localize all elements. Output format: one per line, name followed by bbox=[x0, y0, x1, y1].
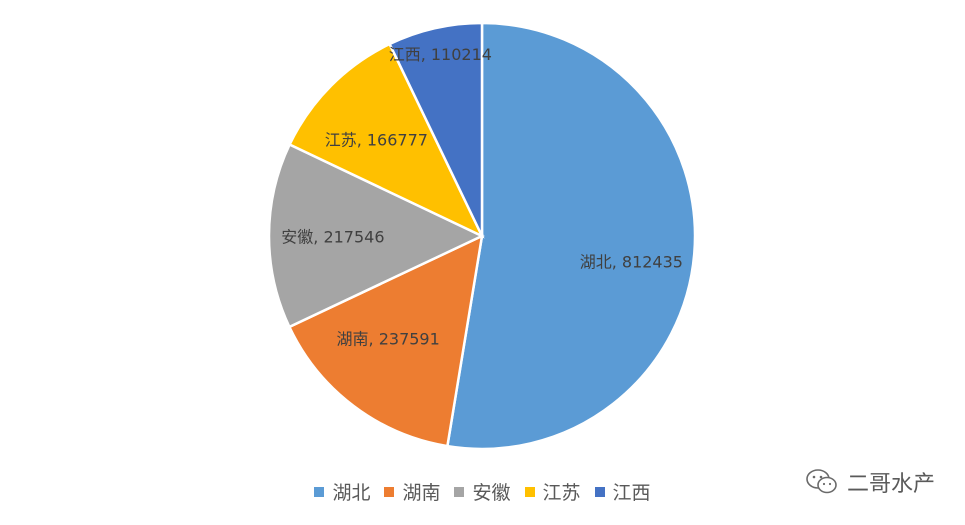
legend-item-hunan: 湖南 bbox=[384, 478, 440, 505]
legend-item-jiangxi: 江西 bbox=[594, 478, 651, 505]
legend-item-jiangsu: 江苏 bbox=[524, 478, 581, 505]
legend-swatch bbox=[524, 486, 535, 497]
legend-label: 湖北 bbox=[332, 482, 371, 504]
pie-slice-2 bbox=[267, 142, 485, 329]
wechat-bubble-icon bbox=[806, 469, 837, 494]
watermark: 二哥水产 bbox=[805, 466, 935, 498]
data-label-2: 安徽, 217546 bbox=[281, 227, 384, 246]
legend-swatch bbox=[314, 486, 325, 497]
pie-slice-3 bbox=[287, 42, 485, 239]
pie-slice-4 bbox=[388, 21, 484, 237]
data-label-0: 湖北, 812435 bbox=[580, 252, 683, 271]
legend-item-hubei: 湖北 bbox=[314, 478, 370, 505]
legend-swatch bbox=[594, 486, 605, 497]
pie-chart: 湖北, 812435 湖南, 237591 安徽, 217546 江苏, 166777… bbox=[267, 21, 697, 451]
legend-label: 湖南 bbox=[402, 482, 441, 504]
legend-swatch bbox=[454, 486, 465, 497]
watermark-text: 二哥水产 bbox=[846, 472, 935, 497]
legend-label: 江苏 bbox=[542, 482, 581, 504]
data-label-4: 江西, 110214 bbox=[389, 45, 492, 64]
data-label-1: 湖南, 237591 bbox=[337, 330, 440, 349]
legend-swatch bbox=[384, 486, 395, 497]
data-label-3: 江苏, 166777 bbox=[325, 130, 428, 149]
pie-slice-1 bbox=[287, 233, 484, 448]
chart-legend: 湖北 湖南 安徽 江苏 江西 bbox=[0, 478, 965, 505]
legend-label: 安徽 bbox=[472, 482, 511, 504]
pie-slice-0 bbox=[445, 21, 697, 451]
legend-item-anhui: 安徽 bbox=[454, 478, 511, 505]
legend-label: 江西 bbox=[612, 482, 651, 504]
